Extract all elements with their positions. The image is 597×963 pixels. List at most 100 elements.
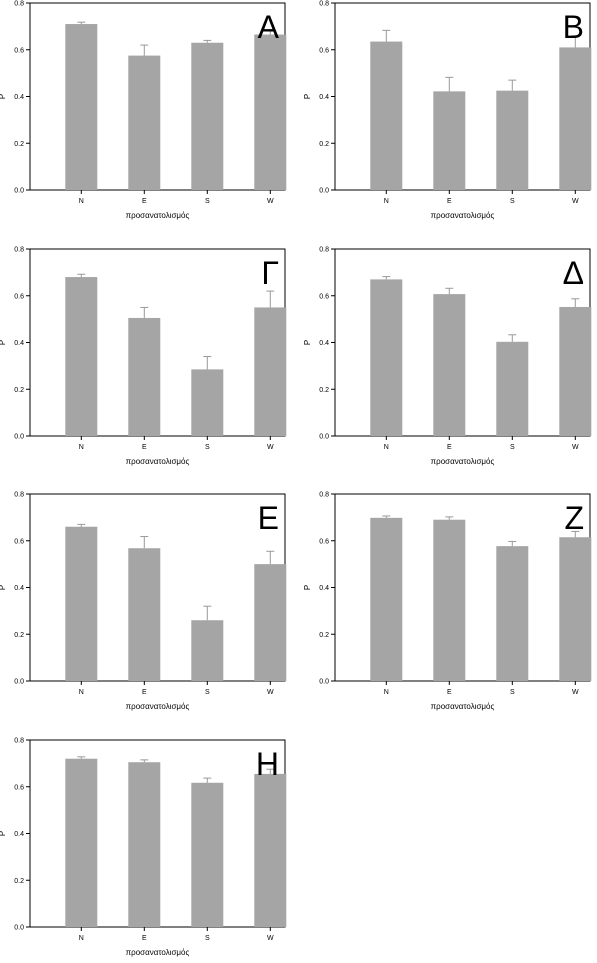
panel-label: Β [563,9,584,45]
x-tick-label: S [205,689,210,696]
y-tick-label: 0.4 [319,340,329,347]
bar-W [559,47,592,190]
y-tick-label: 0.8 [14,1,24,8]
y-tick-label: 0.6 [319,293,329,300]
y-tick-label: 0.2 [14,632,24,639]
bar-N [65,526,98,681]
bar-S [496,341,529,436]
bar-W [254,307,287,436]
bar-E [128,548,161,681]
bar-W [559,306,592,436]
x-tick-label: N [384,198,389,205]
x-tick-label: N [79,689,84,696]
y-tick-label: 0.2 [14,387,24,394]
x-tick-label: E [447,444,452,451]
bar-W [254,773,287,927]
x-tick-label: E [447,689,452,696]
panel-label: Ε [258,500,279,536]
x-tick-label: W [572,198,579,205]
bar-S [496,546,529,681]
y-tick-label: 0.2 [14,878,24,885]
y-tick-label: 0.4 [14,340,24,347]
bar-S [191,782,224,927]
x-tick-label: W [267,444,274,451]
bar-E [433,519,466,681]
bar-N [65,24,98,190]
y-tick-label: 0.6 [319,47,329,54]
y-axis-label: P [303,340,312,345]
x-tick-label: W [572,689,579,696]
y-axis-label: P [303,94,312,99]
y-tick-label: 0.2 [319,387,329,394]
y-axis-label: P [303,585,312,590]
x-tick-label: W [267,198,274,205]
panel-label: Ζ [564,500,584,536]
x-tick-label: E [142,198,147,205]
x-axis-label: προσανατολισμός [431,211,495,220]
y-tick-label: 0.8 [319,492,329,499]
y-tick-label: 0.2 [319,632,329,639]
y-tick-label: 0.0 [14,188,24,195]
y-tick-label: 0.0 [319,679,329,686]
y-tick-label: 0.2 [319,141,329,148]
x-axis-label: προσανατολισμός [126,211,190,220]
bar-S [191,42,224,190]
panel-label: Γ [261,255,279,291]
x-tick-label: W [267,935,274,942]
bar-N [65,277,98,436]
y-axis-label: P [0,585,7,590]
bar-N [370,517,403,681]
y-tick-label: 0.2 [14,141,24,148]
y-tick-label: 0.0 [14,679,24,686]
x-tick-label: S [510,689,515,696]
x-axis-label: προσανατολισμός [126,457,190,466]
y-tick-label: 0.6 [14,47,24,54]
x-tick-label: S [205,444,210,451]
y-axis-label: P [0,340,7,345]
y-tick-label: 0.0 [14,925,24,932]
bar-S [191,369,224,436]
x-tick-label: E [142,689,147,696]
bar-N [370,279,403,436]
y-tick-label: 0.8 [319,247,329,254]
x-tick-label: W [267,689,274,696]
x-axis-label: προσανατολισμός [431,457,495,466]
x-tick-label: N [384,689,389,696]
bar-S [496,90,529,190]
y-tick-label: 0.6 [14,293,24,300]
bar-W [254,564,287,681]
x-axis-label: προσανατολισμός [431,702,495,711]
x-tick-label: S [205,198,210,205]
y-tick-label: 0.8 [14,738,24,745]
x-tick-label: S [510,198,515,205]
bar-W [559,537,592,681]
bar-W [254,34,287,191]
y-tick-label: 0.8 [319,1,329,8]
panel-label: Α [258,9,280,45]
x-tick-label: N [384,444,389,451]
y-tick-label: 0.4 [14,94,24,101]
x-tick-label: E [447,198,452,205]
y-tick-label: 0.4 [14,831,24,838]
bar-N [370,41,403,190]
bar-E [128,55,161,190]
x-tick-label: W [572,444,579,451]
y-axis-label: P [0,831,7,836]
x-tick-label: N [79,444,84,451]
x-tick-label: E [142,444,147,451]
y-tick-label: 0.8 [14,492,24,499]
y-tick-label: 0.6 [14,538,24,545]
x-tick-label: S [510,444,515,451]
x-tick-label: S [205,935,210,942]
y-tick-label: 0.4 [319,94,329,101]
x-axis-label: προσανατολισμός [126,702,190,711]
panel-label: Δ [563,255,584,291]
panel-label: Η [256,746,279,782]
